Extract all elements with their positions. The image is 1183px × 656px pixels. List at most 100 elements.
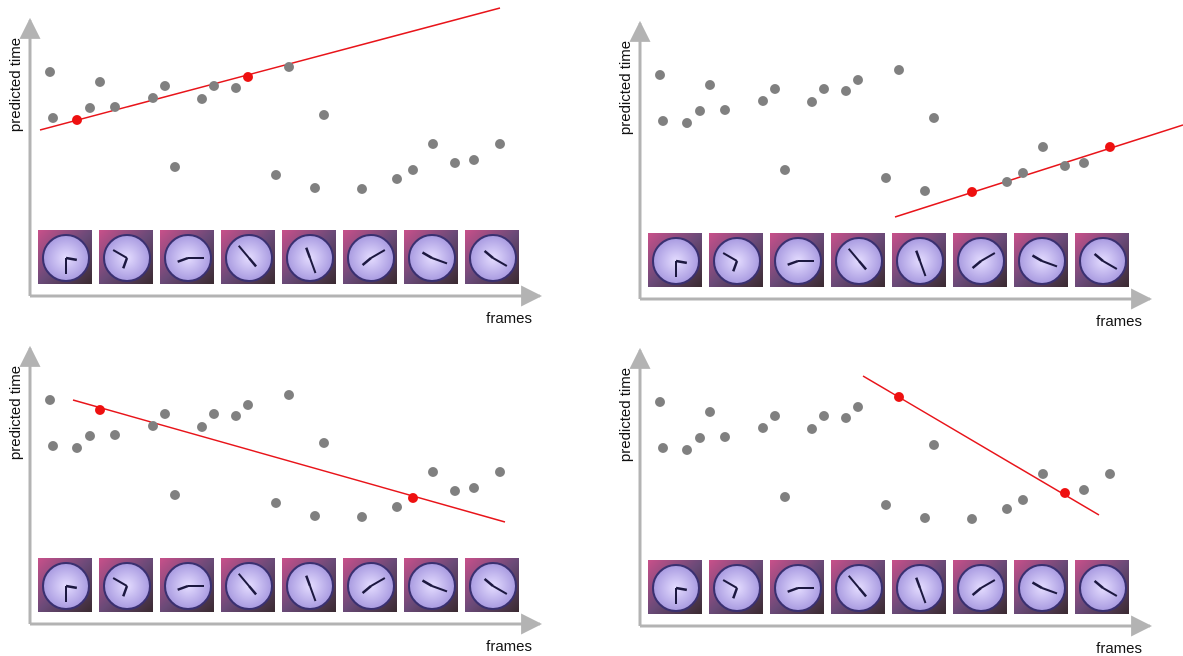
point — [428, 139, 438, 149]
selected-point — [894, 392, 904, 402]
x-axis-label: frames — [486, 638, 532, 655]
panel: predicted time frames — [617, 20, 1183, 330]
clock-hand — [370, 249, 386, 259]
point — [72, 443, 82, 453]
point — [469, 483, 479, 493]
clock-hand — [361, 585, 372, 595]
clock-hand — [858, 260, 868, 271]
point — [110, 430, 120, 440]
clock-hand — [1031, 254, 1043, 263]
clock-hand — [971, 260, 982, 270]
point — [45, 395, 55, 405]
point — [197, 94, 207, 104]
point — [695, 106, 705, 116]
point — [819, 84, 829, 94]
clock-hand — [971, 587, 982, 597]
clock-hand — [309, 257, 317, 274]
x-axis-label: frames — [1096, 313, 1142, 330]
selected-point — [408, 493, 418, 503]
frame-thumbnail — [831, 233, 885, 287]
point — [720, 432, 730, 442]
point — [357, 184, 367, 194]
clock-hand — [431, 585, 448, 593]
frame-thumbnail — [1014, 560, 1068, 614]
point — [310, 511, 320, 521]
panel: predicted time frames — [7, 345, 543, 655]
clock-hand — [1102, 587, 1118, 597]
clock-hand — [847, 248, 860, 262]
frame-thumbnail — [465, 558, 519, 612]
frame-thumbnail — [709, 233, 763, 287]
point — [655, 397, 665, 407]
point — [284, 62, 294, 72]
clock-hand — [980, 579, 996, 589]
point — [310, 183, 320, 193]
frame-thumbnail — [221, 230, 275, 284]
point — [1060, 161, 1070, 171]
clock-hand — [309, 585, 317, 602]
point — [1105, 469, 1115, 479]
point — [392, 174, 402, 184]
clock-hand — [248, 585, 258, 596]
clock-hand — [483, 577, 494, 587]
point — [1079, 158, 1089, 168]
clock-hand — [919, 587, 927, 604]
point — [758, 423, 768, 433]
clock-hand — [305, 247, 312, 259]
point — [655, 70, 665, 80]
point — [1002, 177, 1012, 187]
frame-thumbnail — [404, 230, 458, 284]
frame-thumbnail — [709, 560, 763, 614]
frame-thumbnail — [953, 233, 1007, 287]
clock-hand — [421, 579, 433, 588]
clock-hand — [722, 579, 738, 589]
clock-hand — [112, 249, 128, 259]
selected-point — [1105, 142, 1115, 152]
clock-hand — [122, 585, 129, 597]
point — [85, 431, 95, 441]
point — [95, 77, 105, 87]
point — [85, 103, 95, 113]
point — [920, 186, 930, 196]
frame-thumbnail — [160, 230, 214, 284]
clock-hand — [915, 577, 922, 589]
point — [841, 86, 851, 96]
point — [160, 409, 170, 419]
point — [160, 81, 170, 91]
clock-hand — [65, 256, 78, 262]
point — [271, 170, 281, 180]
point — [45, 67, 55, 77]
point — [284, 390, 294, 400]
point — [682, 445, 692, 455]
clock-hand — [122, 257, 129, 269]
clock-hand — [919, 260, 927, 277]
point — [450, 158, 460, 168]
point — [682, 118, 692, 128]
selected-point — [243, 72, 253, 82]
point — [148, 421, 158, 431]
point — [807, 424, 817, 434]
y-axis-label: predicted time — [617, 41, 634, 135]
clock-hand — [65, 584, 78, 590]
point — [170, 490, 180, 500]
clock-hand — [675, 259, 688, 265]
clock-hand — [421, 251, 433, 260]
point — [209, 81, 219, 91]
point — [469, 155, 479, 165]
point — [392, 502, 402, 512]
point — [770, 84, 780, 94]
clock-hand — [370, 577, 386, 587]
frame-thumbnail — [953, 560, 1007, 614]
clock-hand — [237, 245, 250, 259]
clock-hand — [732, 260, 739, 272]
panel: predicted time frames — [617, 347, 1153, 656]
frame-thumbnail — [831, 560, 885, 614]
point — [853, 75, 863, 85]
clock-hand — [177, 584, 189, 591]
frame-thumbnail — [1075, 233, 1129, 287]
clock-hand — [1093, 252, 1104, 262]
point — [197, 422, 207, 432]
point — [841, 413, 851, 423]
point — [881, 500, 891, 510]
